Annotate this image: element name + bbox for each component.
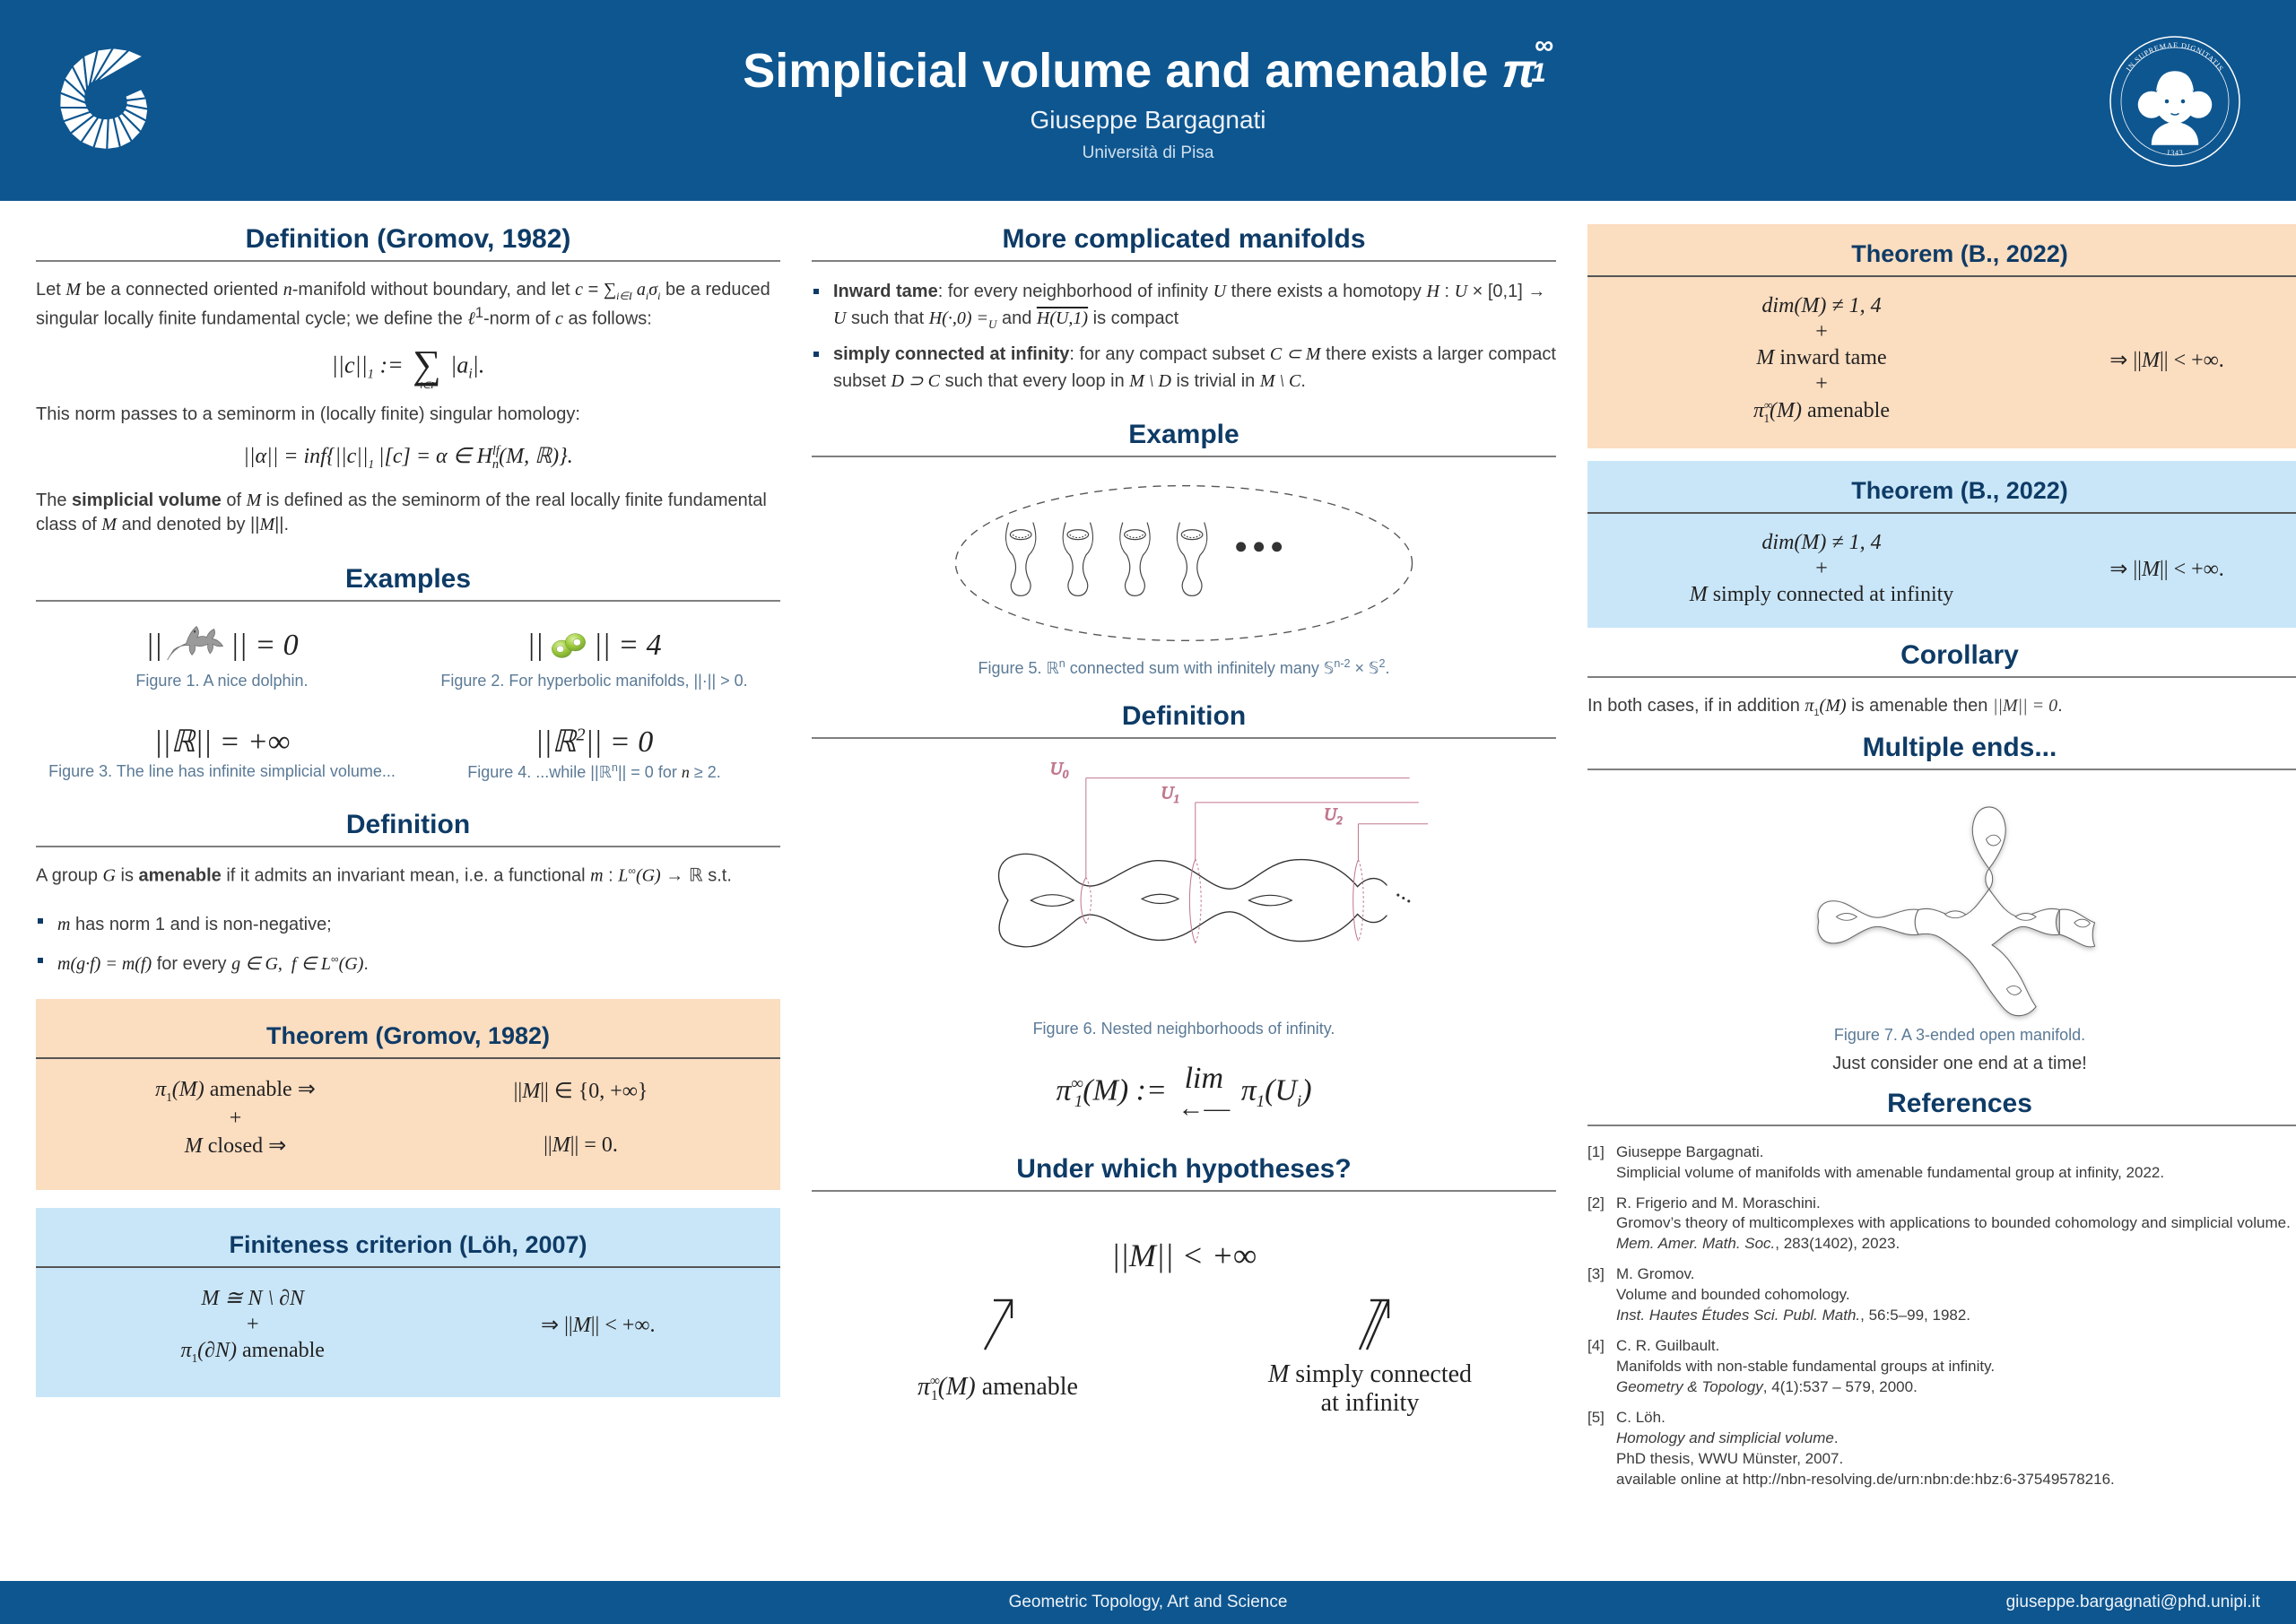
svg-text:U1: U1 bbox=[1161, 784, 1179, 804]
svg-text:U2: U2 bbox=[1324, 805, 1343, 826]
svg-text:U0: U0 bbox=[1050, 760, 1069, 780]
svg-text:1343: 1343 bbox=[2166, 148, 2184, 157]
svg-text:IN SUPREMAE DIGNITATIS: IN SUPREMAE DIGNITATIS bbox=[2125, 41, 2225, 73]
